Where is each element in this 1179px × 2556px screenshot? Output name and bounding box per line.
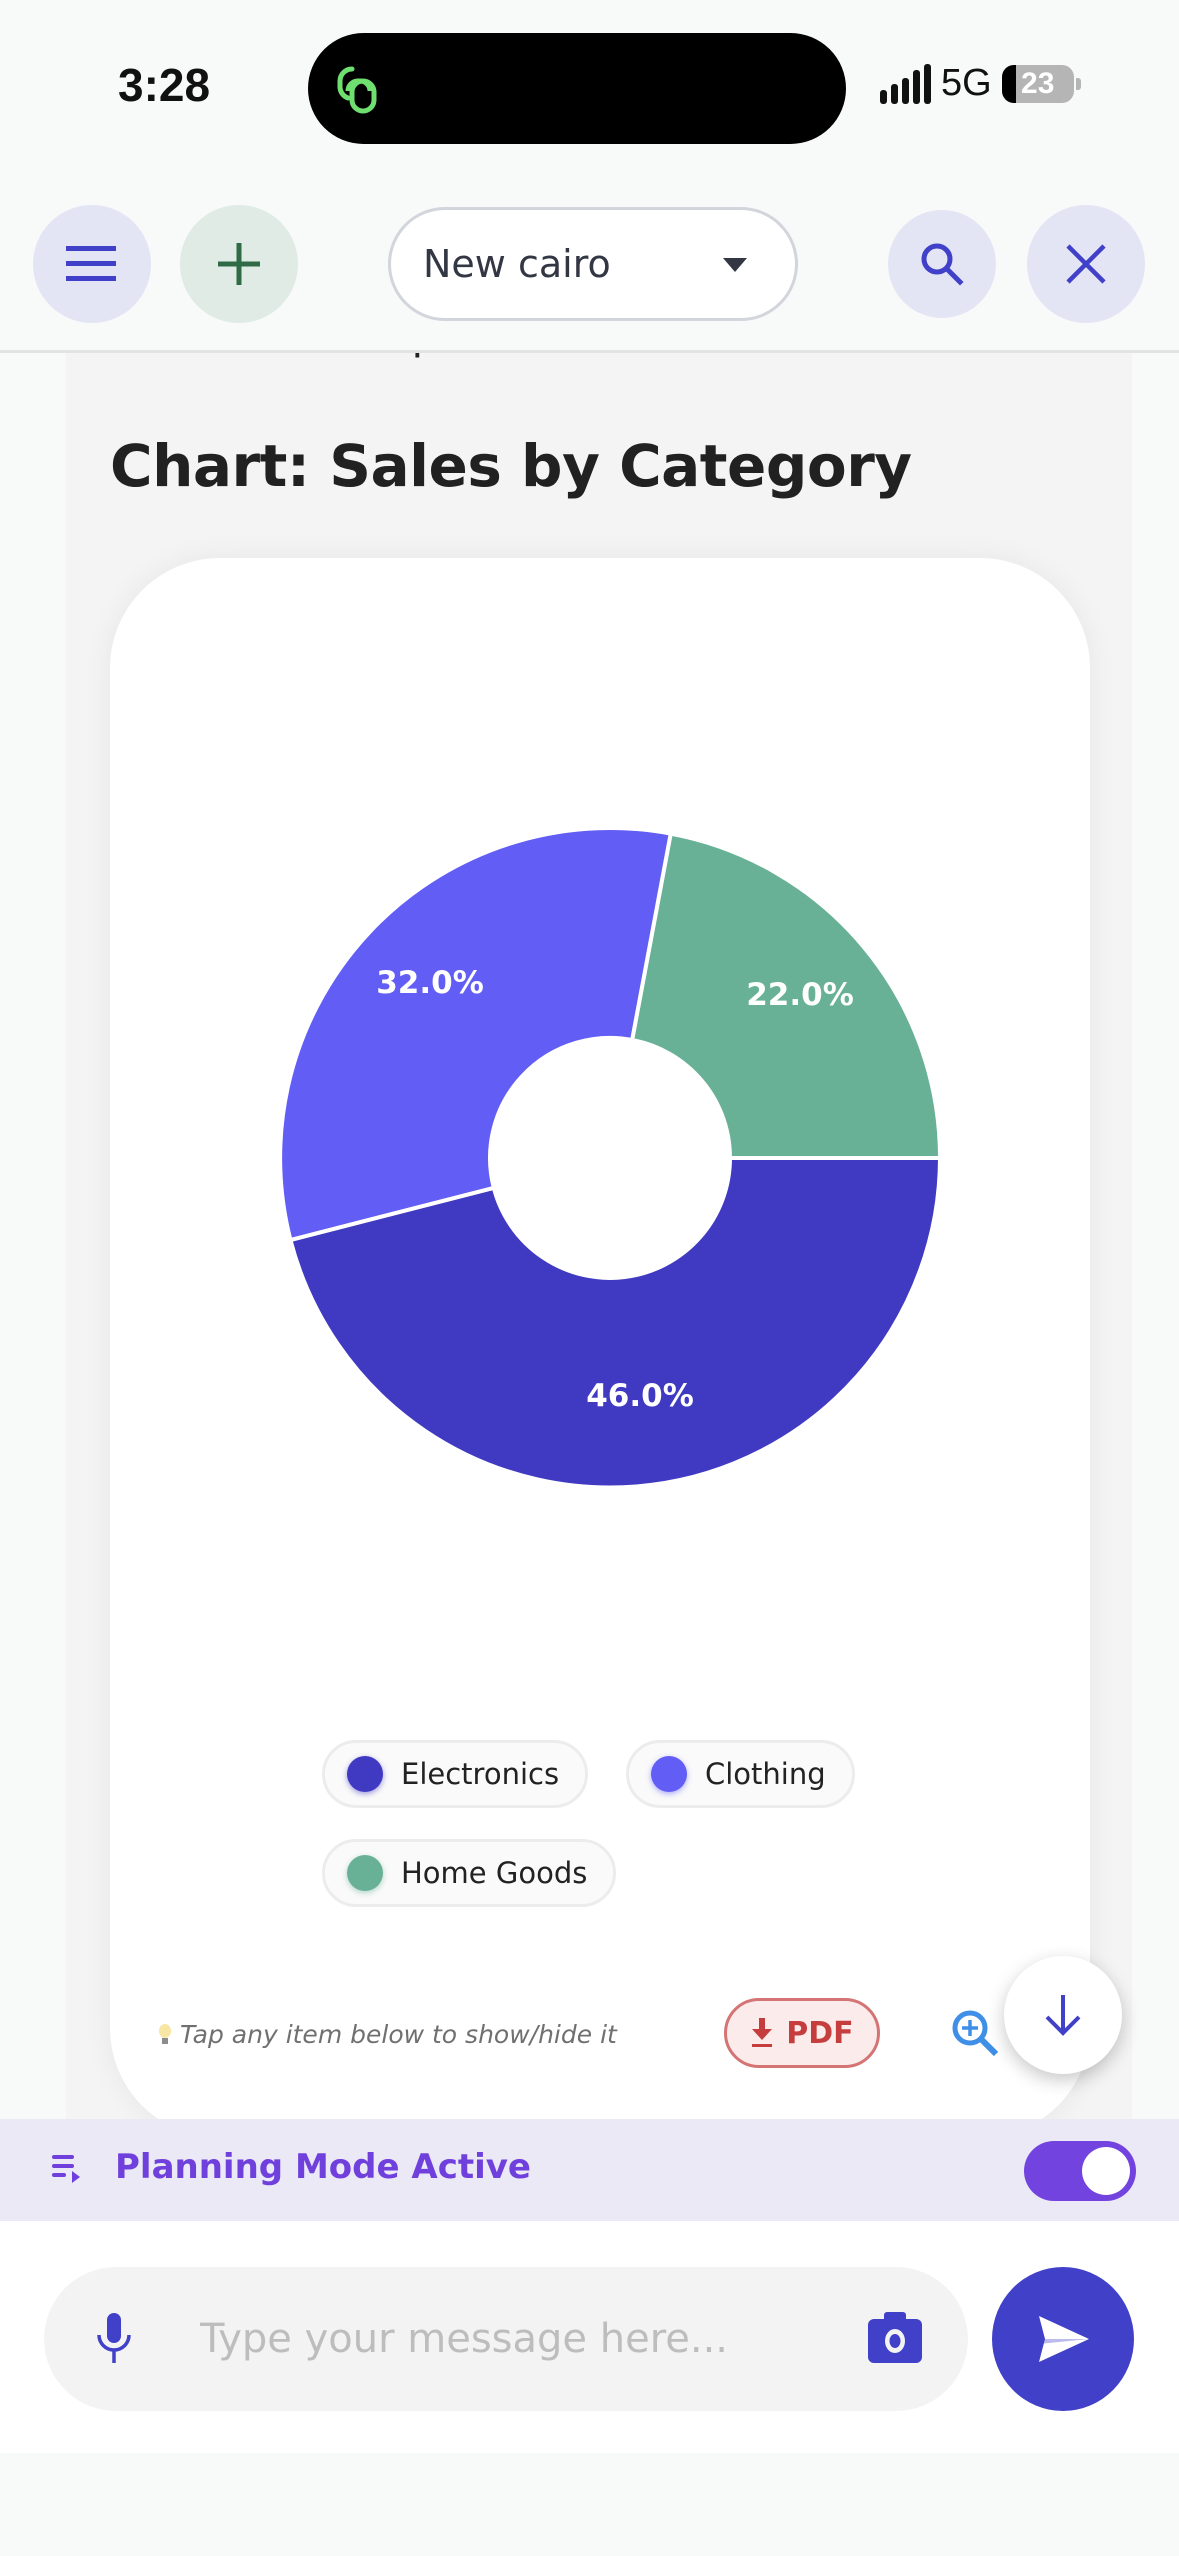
export-pdf-button[interactable]: PDF: [724, 1998, 880, 2068]
legend-item-electronics[interactable]: Electronics: [322, 1740, 589, 1808]
battery-tip: [1075, 77, 1081, 90]
signal-icon: [880, 63, 931, 104]
lightbulb-icon: [159, 2023, 171, 2044]
message-composer: [0, 2221, 1179, 2453]
legend-swatch: [347, 1756, 383, 1792]
slice-label-home-goods: 22.0%: [746, 977, 854, 1013]
home-indicator-area: [0, 2453, 1179, 2556]
send-icon: [1039, 2316, 1089, 2362]
plus-icon: [218, 243, 260, 285]
legend-swatch: [347, 1855, 383, 1891]
battery-icon: 23: [1001, 64, 1074, 103]
arrow-down-icon: [1045, 1995, 1081, 2036]
slice-electronics[interactable]: [288, 1156, 943, 1490]
slice-home-goods[interactable]: [629, 831, 943, 1160]
download-icon: [752, 2018, 773, 2047]
slice-label-electronics: 46.0%: [586, 1378, 694, 1414]
menu-button[interactable]: [33, 205, 151, 323]
network-type: 5G: [941, 62, 992, 104]
location-selected-value: New cairo: [423, 242, 611, 286]
pdf-label: PDF: [786, 2015, 854, 2051]
chart-card: 32.0% 22.0% 46.0% Electronics Clothing H…: [110, 558, 1090, 2138]
zoom-in-icon[interactable]: [948, 2006, 1004, 2062]
legend-hint: Tap any item below to show/hide it: [158, 2020, 617, 2049]
legend-swatch: [651, 1756, 687, 1792]
battery-level: 23: [1021, 66, 1055, 100]
status-time: 3:28: [118, 59, 211, 111]
legend-item-clothing[interactable]: Clothing: [626, 1740, 855, 1808]
hamburger-menu-icon: [66, 246, 116, 281]
caret-down-icon: [723, 258, 747, 272]
camera-icon[interactable]: [864, 2307, 926, 2369]
search-icon: [921, 243, 964, 286]
message-input-container: [44, 2267, 968, 2411]
microphone-icon[interactable]: [84, 2309, 144, 2369]
slice-label-clothing: 32.0%: [376, 965, 484, 1001]
new-chat-button[interactable]: [180, 205, 298, 323]
chart-heading: Chart: Sales by Category: [110, 432, 912, 500]
top-navigation: New cairo: [0, 195, 1179, 353]
slice-clothing[interactable]: [278, 825, 674, 1243]
search-button[interactable]: [888, 210, 996, 318]
planning-mode-bar: Planning Mode Active: [0, 2119, 1179, 2221]
scroll-to-bottom-button[interactable]: [1004, 1956, 1122, 2074]
close-icon: [1066, 244, 1106, 284]
legend-label: Home Goods: [401, 1856, 588, 1890]
donut-chart: 32.0% 22.0% 46.0%: [278, 825, 943, 1490]
legend-label: Clothing: [705, 1757, 826, 1791]
link-chain-icon: [337, 66, 377, 114]
close-button[interactable]: [1027, 205, 1145, 323]
legend-item-home-goods[interactable]: Home Goods: [322, 1839, 617, 1907]
status-indicators: 5G 23: [880, 62, 1081, 105]
send-button[interactable]: [992, 2267, 1134, 2411]
location-dropdown[interactable]: New cairo: [388, 207, 798, 321]
dynamic-island: [308, 33, 846, 144]
toggle-knob: [1082, 2147, 1130, 2195]
legend-label: Electronics: [401, 1757, 560, 1791]
planning-mode-label: Planning Mode Active: [115, 2147, 531, 2187]
planning-mode-toggle[interactable]: [1024, 2141, 1136, 2201]
message-input[interactable]: [200, 2307, 800, 2371]
hint-text: Tap any item below to show/hide it: [180, 2020, 617, 2049]
playlist-play-icon: [52, 2155, 80, 2183]
